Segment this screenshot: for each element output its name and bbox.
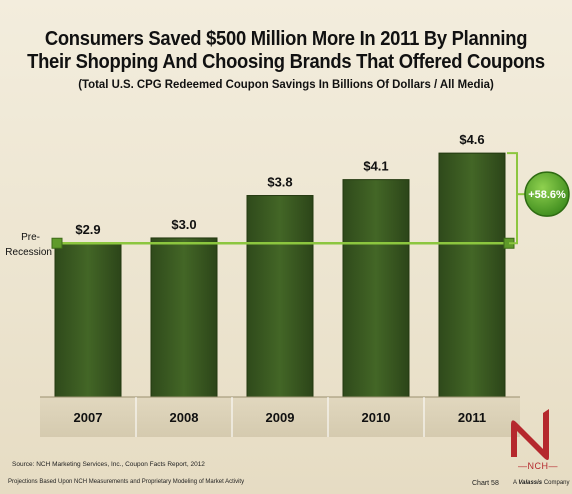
x-tick-2009: 2009 [266,410,295,425]
logo-tag-brand: Valassis [518,480,543,486]
bars-layer: $2.9 $3.0 $3.8 $4.1 $4.6 [54,132,506,398]
bar-2007 [54,242,122,398]
bar-2009 [246,195,314,398]
growth-badge-label: +58.6% [528,189,566,201]
reference-label-line-1: Pre- [21,232,40,243]
nch-logo-icon [511,409,549,460]
chart-subtitle: (Total U.S. CPG Redeemed Coupon Savings … [78,77,494,91]
reference-line-start-marker [51,237,63,249]
logo-text: —NCH— [518,461,558,471]
data-label-2009: $3.8 [267,175,292,190]
x-tick-2007: 2007 [74,410,103,425]
footnote: Projections Based Upon NCH Measurements … [8,479,245,485]
growth-badge [524,171,570,217]
logo-tag-prefix: A [513,480,517,486]
chart-title-line-1: Consumers Saved $500 Million More In 201… [44,28,528,50]
x-axis: 2007 2008 2009 2010 2011 [40,396,520,437]
chart-number: Chart 58 [472,480,499,487]
data-label-2011: $4.6 [459,132,484,147]
chart-title-line-2: Their Shopping And Choosing Brands That … [27,51,545,73]
bar-2008 [150,237,218,398]
data-label-2008: $3.0 [171,217,196,232]
x-axis-band [40,397,520,437]
x-tick-2008: 2008 [170,410,199,425]
bar-2011 [438,152,506,398]
x-tick-2010: 2010 [362,410,391,425]
data-label-2010: $4.1 [363,159,388,174]
logo-text-label: NCH [527,461,549,471]
logo-tag-suffix: Company [543,480,570,486]
data-label-2007: $2.9 [75,222,100,237]
logo-tagline: A Valassis Company [513,480,570,486]
reference-label-line-2: Recession [5,247,52,258]
growth-bracket [507,152,518,245]
bar-2010 [342,179,410,398]
x-tick-2011: 2011 [458,410,486,425]
source-note: Source: NCH Marketing Services, Inc., Co… [12,461,205,468]
reference-line-layer: Pre- Recession +58.6% [5,152,570,258]
